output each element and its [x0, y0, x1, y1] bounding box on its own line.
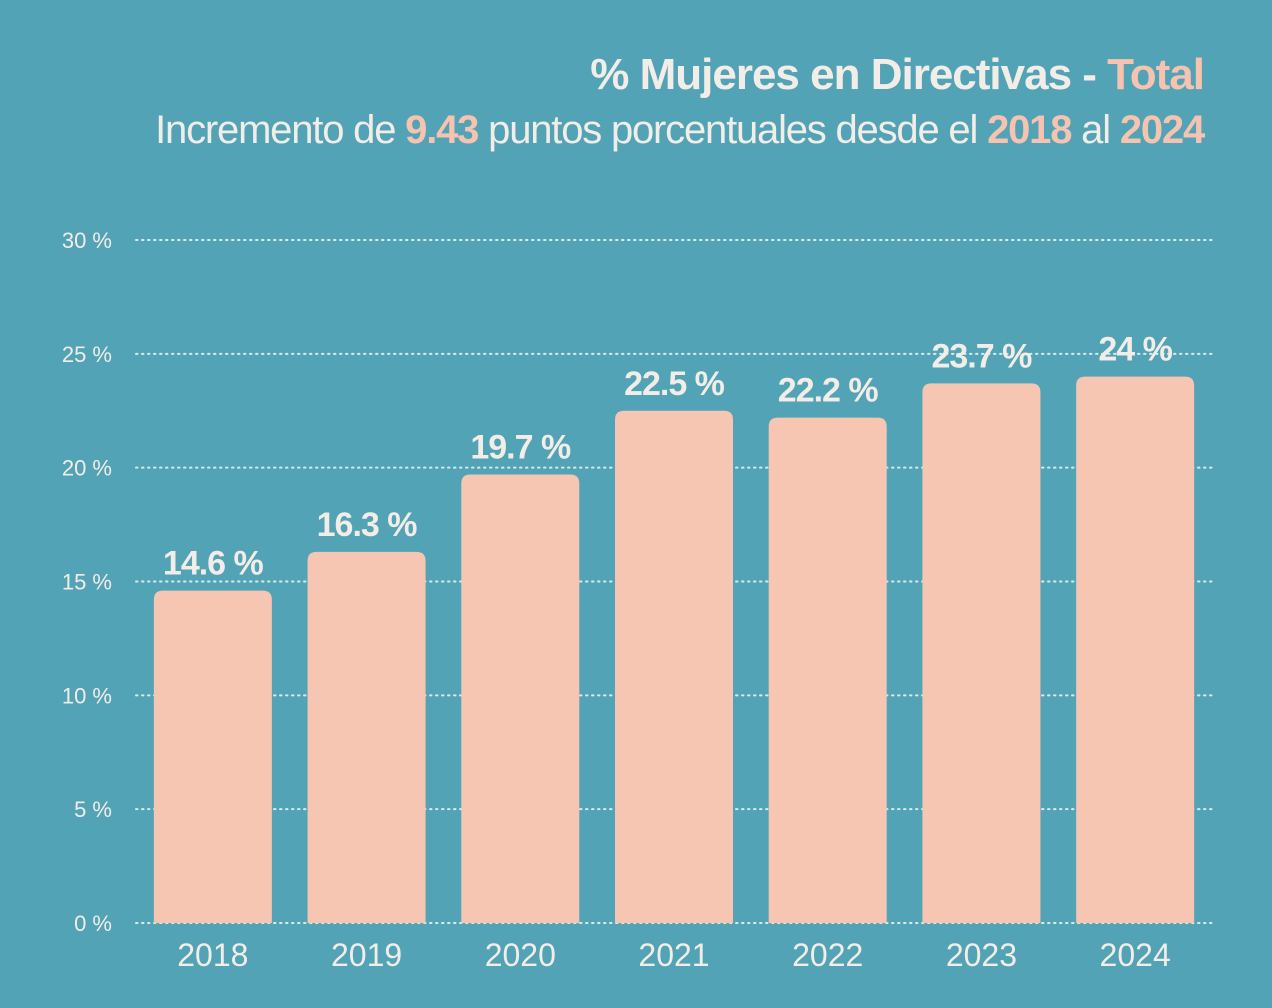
data-label: 16.3 % [317, 506, 418, 544]
subtitle-text-1: Incremento de [155, 108, 406, 152]
data-label: 22.5 % [624, 365, 725, 403]
x-tick-label: 2019 [331, 937, 402, 973]
data-label: 14.6 % [163, 545, 264, 583]
y-tick-label: 10 % [62, 683, 112, 708]
data-label: 24 % [1098, 331, 1172, 369]
data-label: 22.2 % [778, 372, 879, 410]
y-tick-label: 25 % [62, 342, 112, 367]
chart-title-main: % Mujeres en Directivas - [590, 50, 1108, 99]
data-label: 19.7 % [470, 428, 571, 466]
subtitle-increment-value: 9.43 [405, 108, 479, 152]
subtitle-start-year: 2018 [987, 108, 1072, 152]
x-tick-label: 2023 [946, 937, 1017, 973]
y-tick-label: 30 % [62, 228, 112, 253]
bar-2024 [1076, 376, 1195, 924]
bar-2022 [768, 417, 887, 923]
chart-subtitle: Incremento de 9.43 puntos porcentuales d… [155, 108, 1205, 153]
bar-2018 [153, 590, 272, 923]
subtitle-text-3: al [1071, 108, 1120, 152]
x-tick-label: 2018 [177, 937, 248, 973]
bar-2019 [307, 551, 426, 923]
y-tick-label: 20 % [62, 456, 112, 481]
data-label: 23.7 % [931, 337, 1032, 375]
bar-2020 [461, 474, 580, 923]
bar-2021 [615, 410, 733, 923]
subtitle-text-2: puntos porcentuales desde el [478, 108, 988, 152]
x-tick-label: 2021 [638, 937, 709, 973]
bar-2023 [922, 383, 1041, 923]
y-tick-label: 15 % [62, 570, 112, 595]
x-tick-label: 2024 [1100, 937, 1171, 973]
chart-title: % Mujeres en Directivas - Total [590, 50, 1205, 100]
chart-title-accent: Total [1107, 50, 1205, 99]
x-tick-label: 2022 [792, 937, 863, 973]
x-tick-label: 2020 [485, 937, 556, 973]
y-tick-label: 5 % [74, 797, 112, 822]
y-tick-label: 0 % [74, 911, 112, 936]
subtitle-end-year: 2024 [1119, 108, 1205, 152]
